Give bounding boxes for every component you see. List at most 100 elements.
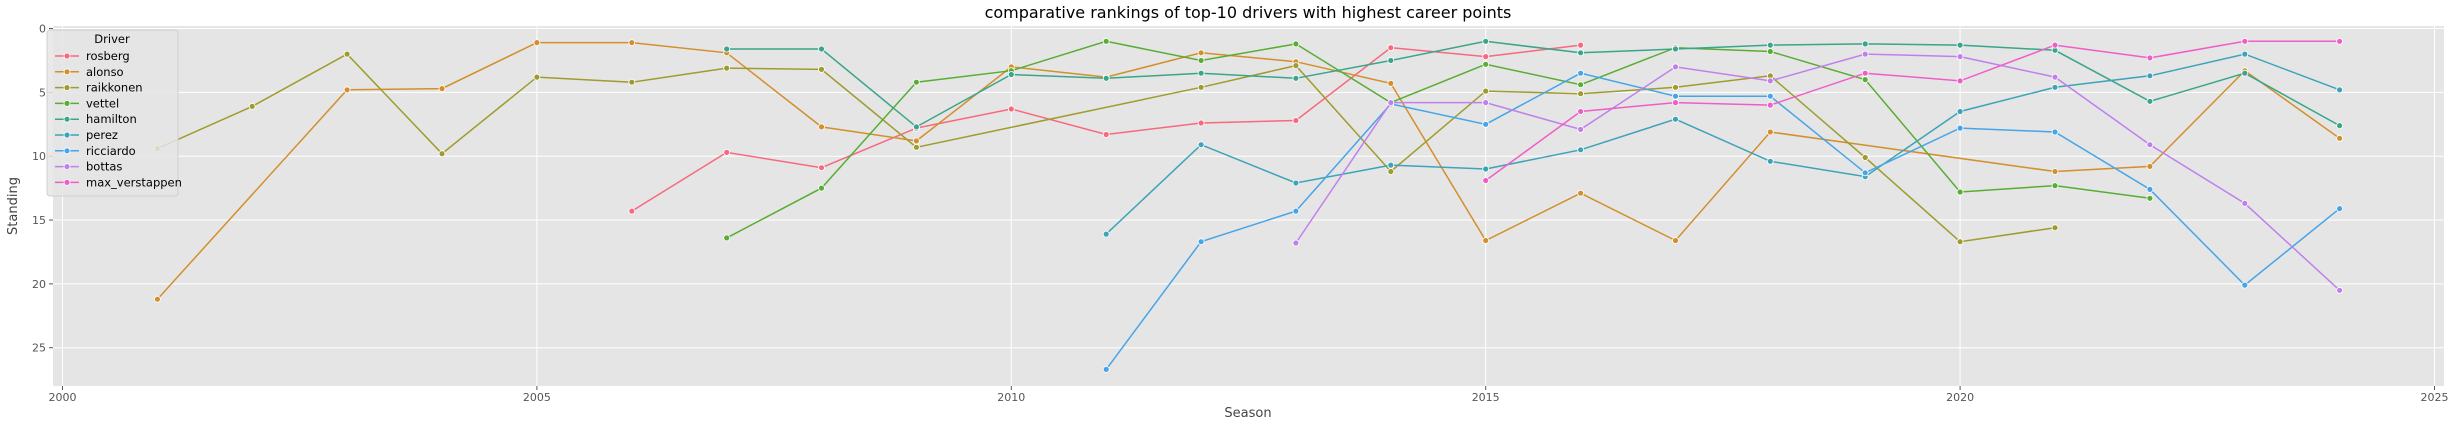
data-point [2051,224,2059,232]
legend-label: alonso [86,65,124,79]
series-line [1295,53,2341,291]
x-axis-label: Season [1224,406,1271,421]
series-line [1105,72,2341,370]
series-line [1105,53,2340,235]
data-point [2146,194,2154,202]
data-point [818,164,825,172]
x-tick-label: 2000 [48,391,76,404]
data-point [1292,62,1300,69]
data-point [2336,286,2344,294]
data-point [343,50,351,58]
series-line [726,40,2340,128]
data-point [1482,37,1490,45]
data-point [2051,182,2059,190]
data-point [1766,101,1774,109]
y-tick-label: 5 [39,86,46,99]
legend-item: hamilton [55,112,137,126]
data-point [1672,83,1679,91]
data-point [2336,86,2344,94]
chart-title: comparative rankings of top-10 drivers w… [985,3,1512,22]
series-layer [153,37,2344,373]
data-point [723,64,731,72]
data-point [2146,54,2154,62]
data-point [438,150,446,158]
data-point [2051,128,2059,136]
data-point [1197,119,1205,127]
plot-area [53,26,2444,386]
series-perez [1102,50,2344,238]
data-point [1292,207,1300,215]
data-point [818,66,825,73]
data-point [533,73,541,81]
data-point [1861,40,1869,48]
series-max_verstappen [1482,37,2344,184]
data-point [1577,189,1584,197]
data-point [1197,83,1205,91]
data-point [1387,161,1395,169]
data-point [1007,105,1015,113]
legend-item: ricciardo [55,144,136,158]
data-point [1482,60,1490,68]
y-tick-label: 25 [32,342,46,355]
data-point [2146,72,2154,80]
data-point [2241,199,2249,207]
y-axis-label: Standing [6,177,21,235]
data-point [723,45,731,53]
y-tick-label: 20 [32,278,46,291]
data-point [1956,41,1964,49]
legend-item: raikkonen [55,81,143,95]
legend-marker [63,147,71,155]
data-point [1766,77,1774,85]
data-point [1387,80,1395,87]
x-tick-label: 2025 [2421,391,2449,404]
data-point [1102,74,1110,82]
data-point [628,207,636,215]
series-hamilton [723,37,2344,131]
data-point [1672,92,1679,100]
legend-label: bottas [86,160,122,174]
y-tick-label: 10 [32,150,46,163]
data-point [1387,57,1395,64]
series-alonso [153,39,2344,303]
series-rosberg [628,41,1584,215]
data-point [1766,92,1774,100]
legend-box [46,29,179,197]
data-point [1387,168,1395,175]
y-tick-label: 15 [32,214,46,227]
data-point [1766,41,1774,49]
data-point [2336,122,2344,129]
data-point [1956,124,1964,132]
data-point [1577,108,1584,115]
data-point [1577,41,1584,49]
data-point [1482,53,1490,60]
data-point [818,123,825,131]
legend-title: Driver [94,32,130,46]
data-point [2051,168,2059,175]
legend-item: vettel [55,96,119,110]
data-point [1861,76,1869,83]
data-point [1956,53,1964,60]
data-point [2146,185,2154,193]
data-point [1387,44,1395,52]
data-point [1956,77,1964,85]
legend-marker [63,100,71,107]
data-point [1672,99,1679,106]
data-point [913,123,920,131]
legend-item: alonso [55,65,124,79]
legend-label: vettel [86,96,119,110]
data-point [1197,57,1205,64]
data-point [1861,154,1869,161]
data-point [1577,125,1584,133]
legend-item: perez [55,128,118,142]
data-point [2336,134,2344,142]
data-point [2241,281,2249,289]
legend-label: hamilton [86,112,137,126]
data-point [1387,99,1395,106]
data-point [1292,40,1300,48]
x-tick-label: 2005 [523,391,551,404]
data-point [1861,50,1869,58]
data-point [913,78,920,86]
data-point [913,137,920,145]
legend-marker [63,178,71,186]
